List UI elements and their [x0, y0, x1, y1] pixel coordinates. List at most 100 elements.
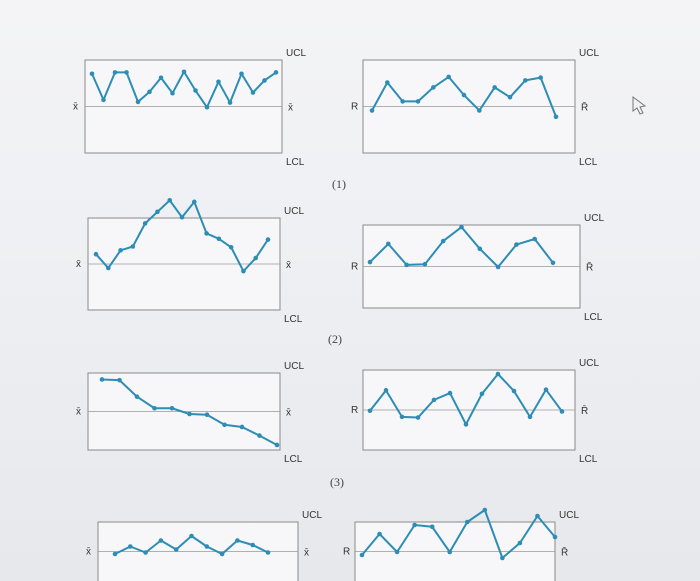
- data-point: [134, 394, 140, 400]
- data-point: [193, 88, 198, 93]
- rbar-centerline-label: R̄: [561, 546, 568, 559]
- caption-3: (3): [330, 475, 344, 489]
- data-point: [482, 507, 488, 513]
- ucl-label: UCL: [584, 213, 604, 224]
- data-point: [446, 74, 451, 80]
- rbar-centerline-label: R̄: [586, 261, 593, 274]
- data-point: [377, 531, 382, 537]
- r-axis-label: R: [351, 262, 358, 273]
- ucl-label: UCL: [286, 48, 306, 59]
- data-point: [385, 80, 390, 85]
- ucl-label: UCL: [579, 358, 599, 369]
- xbar-axis-label: x̄: [73, 102, 78, 113]
- data-point: [253, 255, 259, 261]
- data-point: [538, 75, 543, 80]
- data-point: [204, 412, 210, 418]
- data-point: [227, 100, 233, 105]
- ucl-label: UCL: [284, 361, 304, 372]
- rbar-centerline-label: R̄: [581, 101, 588, 114]
- data-point: [422, 261, 428, 267]
- xbar-centerline-label: x̄: [304, 548, 309, 559]
- data-point: [239, 424, 245, 430]
- xbar-axis-label: x̄: [76, 259, 81, 270]
- data-point: [158, 75, 164, 81]
- data-point: [262, 78, 267, 83]
- data-point: [179, 214, 185, 220]
- xbar-centerline-label: x̄: [288, 103, 293, 114]
- data-point: [128, 544, 133, 549]
- data-point: [191, 199, 197, 205]
- data-point: [147, 89, 152, 95]
- data-point: [415, 99, 421, 104]
- xbar-axis-label: x̄: [86, 547, 91, 558]
- data-point: [517, 540, 523, 546]
- data-point: [431, 397, 437, 403]
- data-point: [265, 237, 271, 242]
- data-point: [477, 246, 483, 252]
- data-point: [187, 411, 192, 417]
- rbar-centerline-label: R̄: [581, 404, 588, 417]
- lcl-label: LCL: [584, 312, 603, 323]
- data-point: [412, 522, 417, 528]
- r-axis-label: R: [351, 102, 358, 113]
- data-point: [495, 371, 501, 377]
- data-point: [117, 377, 122, 383]
- ucl-label: UCL: [302, 510, 322, 521]
- ucl-label: UCL: [284, 206, 304, 217]
- r-axis-label: R: [351, 405, 358, 416]
- data-point: [118, 248, 123, 253]
- data-point: [559, 409, 565, 414]
- data-point: [464, 519, 470, 525]
- data-point: [553, 114, 559, 120]
- control-chart-4-range: UCL R R̄: [343, 507, 579, 581]
- data-point: [135, 99, 141, 105]
- data-point: [219, 551, 225, 557]
- data-point: [447, 549, 453, 555]
- data-point: [532, 236, 537, 242]
- data-point: [189, 533, 194, 539]
- data-point: [112, 70, 118, 75]
- data-point: [250, 90, 256, 95]
- data-point: [399, 414, 405, 420]
- control-chart-2-xbar: UCL LCL x̄ x̄: [76, 198, 304, 325]
- caption-2: (2): [328, 332, 342, 346]
- data-point: [429, 524, 435, 530]
- data-point: [523, 78, 528, 83]
- data-point: [404, 262, 409, 268]
- data-point: [415, 415, 421, 420]
- data-point: [89, 71, 95, 77]
- data-point: [552, 534, 558, 540]
- xbar-axis-label: x̄: [76, 407, 81, 418]
- caption-1: (1): [332, 177, 346, 191]
- series-line: [361, 509, 556, 559]
- data-point: [400, 99, 405, 104]
- data-point: [507, 94, 513, 100]
- data-point: [250, 542, 255, 548]
- data-point: [124, 70, 129, 75]
- data-point: [101, 97, 106, 103]
- ucl-label: UCL: [579, 48, 599, 59]
- data-point: [158, 538, 164, 543]
- ucl-label: UCL: [559, 510, 579, 521]
- control-chart-4-xbar: UCL x̄ x̄: [86, 510, 322, 581]
- xbar-centerline-label: x̄: [286, 408, 291, 419]
- data-point: [463, 422, 469, 427]
- lcl-label: LCL: [284, 454, 303, 465]
- data-point: [461, 92, 467, 98]
- data-point: [431, 85, 436, 90]
- data-point: [204, 544, 210, 549]
- data-point: [543, 387, 549, 392]
- lcl-label: LCL: [579, 157, 598, 168]
- data-point: [112, 551, 118, 557]
- data-point: [169, 405, 175, 411]
- data-point: [383, 388, 389, 393]
- data-point: [274, 442, 280, 448]
- data-point: [105, 265, 111, 271]
- data-point: [394, 549, 400, 555]
- lcl-label: LCL: [286, 157, 305, 168]
- data-point: [511, 388, 517, 394]
- data-point: [142, 221, 148, 226]
- data-point: [495, 264, 501, 270]
- data-point: [181, 69, 187, 75]
- xbar-centerline-label: x̄: [286, 260, 291, 271]
